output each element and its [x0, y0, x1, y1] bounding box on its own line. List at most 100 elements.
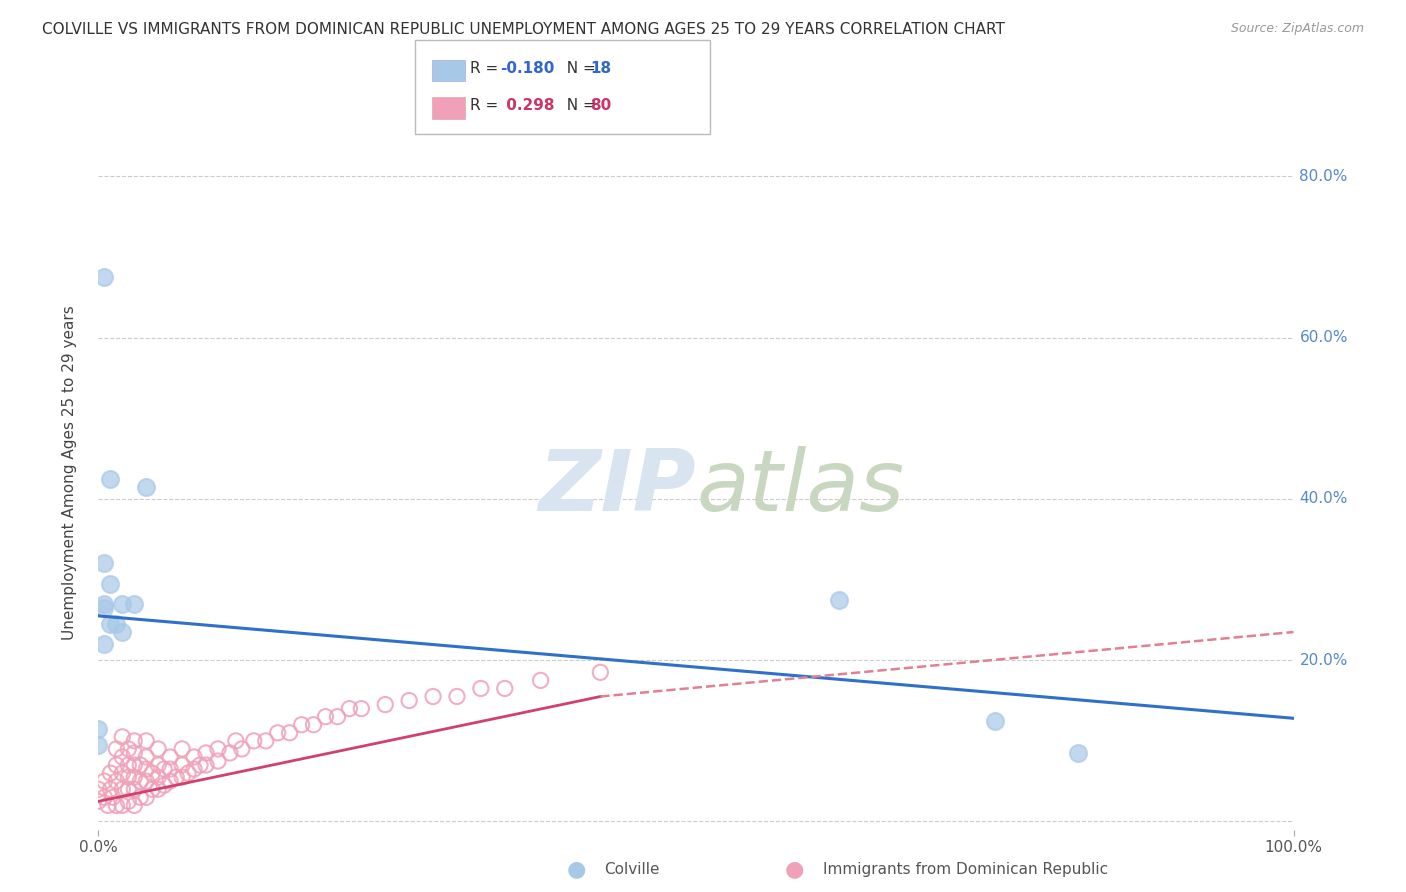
- Point: [124, 597, 146, 611]
- Point: [111, 597, 134, 611]
- Point: [135, 734, 157, 748]
- Text: Colville: Colville: [605, 863, 659, 877]
- Point: [105, 742, 128, 756]
- Point: [589, 665, 612, 680]
- Point: [135, 480, 157, 494]
- Point: [194, 758, 217, 772]
- Point: [172, 742, 194, 756]
- Point: [93, 600, 115, 615]
- Point: [219, 746, 242, 760]
- Point: [153, 778, 176, 792]
- Point: [117, 794, 139, 808]
- Point: [302, 717, 325, 731]
- Point: [529, 673, 551, 688]
- Point: [98, 766, 122, 780]
- Point: [1067, 746, 1090, 760]
- Point: [87, 782, 110, 797]
- Point: [124, 770, 146, 784]
- Point: [111, 798, 134, 813]
- Text: 60.0%: 60.0%: [1299, 330, 1348, 345]
- Point: [105, 758, 128, 772]
- Point: [159, 774, 181, 789]
- Point: [159, 750, 181, 764]
- Point: [183, 750, 205, 764]
- Point: [93, 557, 115, 571]
- Point: [129, 758, 152, 772]
- Point: [470, 681, 492, 696]
- Point: [148, 742, 170, 756]
- Point: [148, 782, 170, 797]
- Point: [207, 742, 229, 756]
- Point: [98, 472, 122, 486]
- Point: [93, 597, 115, 611]
- Point: [124, 798, 146, 813]
- Point: [117, 770, 139, 784]
- Text: 40.0%: 40.0%: [1299, 491, 1348, 507]
- Text: 20.0%: 20.0%: [1299, 653, 1348, 668]
- Point: [105, 616, 128, 631]
- Point: [243, 734, 266, 748]
- Point: [87, 722, 110, 736]
- Text: Source: ZipAtlas.com: Source: ZipAtlas.com: [1230, 22, 1364, 36]
- Point: [398, 693, 420, 707]
- Y-axis label: Unemployment Among Ages 25 to 29 years: Unemployment Among Ages 25 to 29 years: [62, 305, 77, 640]
- Point: [124, 758, 146, 772]
- Point: [153, 762, 176, 776]
- Point: [374, 698, 396, 712]
- Point: [135, 750, 157, 764]
- Point: [117, 758, 139, 772]
- Point: [93, 790, 115, 805]
- Point: [188, 758, 211, 772]
- Text: R =: R =: [470, 61, 503, 76]
- Text: atlas: atlas: [696, 445, 904, 529]
- Point: [194, 746, 217, 760]
- Point: [111, 750, 134, 764]
- Point: [117, 742, 139, 756]
- Point: [98, 782, 122, 797]
- Point: [207, 754, 229, 768]
- Point: [159, 762, 181, 776]
- Text: 80.0%: 80.0%: [1299, 169, 1348, 184]
- Point: [93, 774, 115, 789]
- Point: [87, 794, 110, 808]
- Point: [105, 798, 128, 813]
- Point: [494, 681, 516, 696]
- Point: [446, 690, 468, 704]
- Text: ZIP: ZIP: [538, 445, 696, 529]
- Point: [183, 762, 205, 776]
- Text: -0.180: -0.180: [501, 61, 555, 76]
- Point: [177, 766, 200, 780]
- Text: R =: R =: [470, 98, 503, 113]
- Point: [225, 734, 247, 748]
- Point: [135, 774, 157, 789]
- Point: [98, 616, 122, 631]
- Point: [129, 790, 152, 805]
- Point: [422, 690, 444, 704]
- Point: [290, 717, 312, 731]
- Point: [101, 790, 124, 805]
- Point: [350, 701, 373, 715]
- Point: [148, 770, 170, 784]
- Point: [111, 782, 134, 797]
- Point: [172, 770, 194, 784]
- Point: [93, 270, 115, 285]
- Point: [124, 746, 146, 760]
- Text: N =: N =: [557, 61, 600, 76]
- Text: Immigrants from Dominican Republic: Immigrants from Dominican Republic: [823, 863, 1108, 877]
- Point: [165, 770, 187, 784]
- Point: [983, 714, 1005, 728]
- Point: [278, 726, 301, 740]
- Point: [141, 766, 163, 780]
- Point: [141, 782, 163, 797]
- Point: [124, 734, 146, 748]
- Point: [105, 774, 128, 789]
- Point: [117, 782, 139, 797]
- Point: [124, 782, 146, 797]
- Text: ●: ●: [567, 860, 586, 880]
- Point: [172, 758, 194, 772]
- Point: [93, 637, 115, 651]
- Point: [267, 726, 290, 740]
- Text: ●: ●: [785, 860, 804, 880]
- Point: [87, 738, 110, 752]
- Point: [135, 762, 157, 776]
